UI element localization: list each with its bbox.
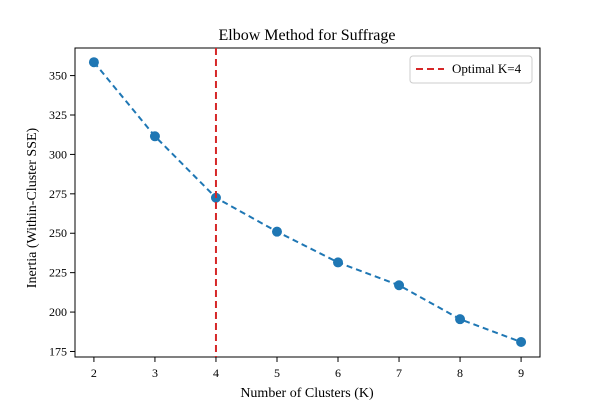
plot-area: 2 3 4 5 6 7 8 9 175 200 225 250 275 300 325 350	[49, 47, 541, 380]
inertia-line	[93, 61, 522, 343]
y-tick-label: 275	[49, 187, 67, 201]
y-tick-label: 200	[49, 305, 67, 319]
x-tick-label: 2	[91, 366, 97, 380]
plot-frame	[74, 47, 541, 358]
y-tick-label: 300	[49, 147, 67, 161]
data-point	[88, 57, 99, 68]
data-point	[271, 226, 282, 237]
y-tick-label: 175	[49, 344, 67, 358]
y-tick-label: 325	[49, 108, 67, 122]
x-tick-label: 3	[152, 366, 158, 380]
y-tick-label: 350	[49, 69, 67, 83]
y-axis-title: Inertia (Within-Cluster SSE)	[25, 127, 40, 288]
y-tick-label: 225	[49, 266, 67, 280]
data-point	[333, 257, 344, 268]
chart-title: Elbow Method for Suffrage	[219, 27, 396, 44]
x-tick-label: 7	[396, 366, 402, 380]
data-point	[394, 280, 405, 291]
legend: Optimal K=4	[409, 55, 533, 84]
data-point	[516, 337, 527, 348]
y-tick-label: 250	[49, 226, 67, 240]
x-tick-label: 9	[518, 366, 524, 380]
x-tick-label: 6	[335, 366, 341, 380]
legend-label: Optimal K=4	[452, 61, 522, 76]
data-point	[455, 314, 466, 325]
x-axis-title: Number of Clusters (K)	[240, 386, 374, 400]
x-tick-label: 4	[213, 366, 219, 380]
x-tick-label: 5	[274, 366, 280, 380]
legend-box	[409, 55, 533, 84]
data-point	[149, 131, 160, 142]
x-tick-label: 8	[457, 366, 463, 380]
